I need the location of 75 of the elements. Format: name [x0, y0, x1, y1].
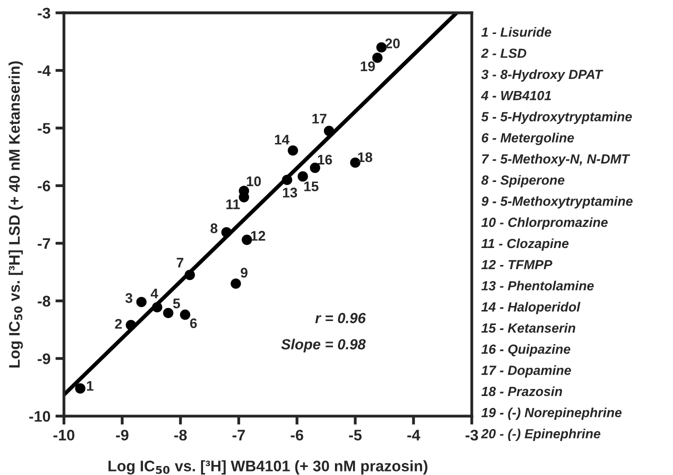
y-tick-label: -3: [38, 8, 50, 19]
point: [221, 227, 232, 238]
point: [184, 270, 195, 280]
text: 1 - Lisuride: [481, 27, 552, 37]
x-axis-title: Log IC$_{50}$ vs. [³H] WB4101 (+ 30 nM prazosin): [108, 460, 428, 475]
point: [163, 308, 174, 318]
text: 18 - Prazosin: [481, 386, 562, 396]
point: [152, 302, 162, 312]
annotation: r = 0.96: [315, 312, 366, 324]
point: [75, 383, 86, 394]
text: 20 - (-) Epinephrine: [480, 428, 600, 442]
annotation: 7: [176, 258, 184, 268]
x-tick-label: -7: [232, 430, 245, 440]
text: 15 - Ketanserin: [481, 323, 576, 333]
annotation: 11: [226, 200, 240, 210]
annotation: 8: [210, 223, 218, 234]
annotation: 6: [190, 318, 197, 328]
text: 12 - TFMPP: [481, 260, 552, 270]
annotation: 3: [125, 293, 132, 303]
annotation: 16: [318, 154, 332, 165]
x-tick-label: -4: [407, 430, 420, 440]
annotation: 19: [360, 61, 375, 72]
annotation: Slope = 0.98: [281, 338, 366, 352]
text: 4 - WB4101: [480, 90, 551, 100]
text: 8 - Spiperone: [481, 175, 564, 188]
x-tick-label: -3: [466, 430, 478, 441]
y-tick-label: -8: [38, 296, 50, 307]
x-tick-label: -8: [174, 430, 187, 441]
x-tick-label: -9: [116, 430, 128, 441]
point: [288, 145, 298, 156]
point: [372, 52, 383, 63]
point: [242, 234, 252, 245]
annotation: 4: [150, 288, 158, 298]
text: 11 - Clozapine: [481, 238, 569, 251]
annotation: 15: [304, 182, 318, 192]
text: 5 - 5-Hydroxytryptamine: [481, 112, 632, 124]
point: [126, 320, 136, 330]
y-axis-title: Log IC$_{50}$ vs. [³H] LSD (+ 40 nM Ketanserin): [8, 61, 23, 368]
point: [324, 126, 334, 136]
point: [230, 278, 241, 289]
text: 16 - Quipazine: [481, 344, 570, 356]
annotation: 10: [246, 176, 261, 186]
annotation: 14: [274, 134, 290, 144]
text: 14 - Haloperidol: [481, 302, 580, 314]
y-tick-label: -5: [38, 123, 50, 134]
x-tick-label: -6: [290, 430, 304, 441]
annotation: 2: [115, 318, 122, 329]
text: 17 - Dopamine: [481, 365, 572, 378]
x-tick-label: -5: [349, 430, 362, 441]
annotation: 13: [283, 188, 298, 198]
text: 10 - Chlorpromazine: [481, 217, 608, 230]
point: [282, 174, 292, 186]
point: [136, 296, 147, 308]
y-tick-label: -7: [38, 238, 50, 249]
text: 2 - LSD: [480, 48, 526, 58]
text: 3 - 8-Hydroxy DPAT: [481, 69, 604, 82]
annotation: 9: [240, 268, 248, 278]
text: 6 - Metergoline: [482, 132, 574, 146]
text: 7 - 5-Methoxy-N, N-DMT: [482, 154, 630, 166]
y-tick-label: -10: [29, 410, 50, 422]
text: 13 - Phentolamine: [481, 280, 594, 290]
annotation: 5: [173, 298, 180, 308]
annotation: 17: [312, 114, 326, 124]
annotation: 1: [86, 381, 94, 391]
y-tick-label: -9: [38, 353, 50, 364]
point: [180, 310, 190, 320]
annotation: 12: [251, 230, 266, 241]
text: 19 - (-) Norepinephrine: [481, 408, 622, 420]
annotation: 20: [385, 38, 400, 48]
annotation: 18: [358, 152, 372, 162]
point: [298, 171, 308, 182]
y-tick-label: -4: [38, 65, 51, 76]
y-tick-label: -6: [38, 180, 50, 192]
text: 9 - 5-Methoxytryptamine: [482, 196, 633, 208]
x-tick-label: -10: [53, 430, 74, 441]
